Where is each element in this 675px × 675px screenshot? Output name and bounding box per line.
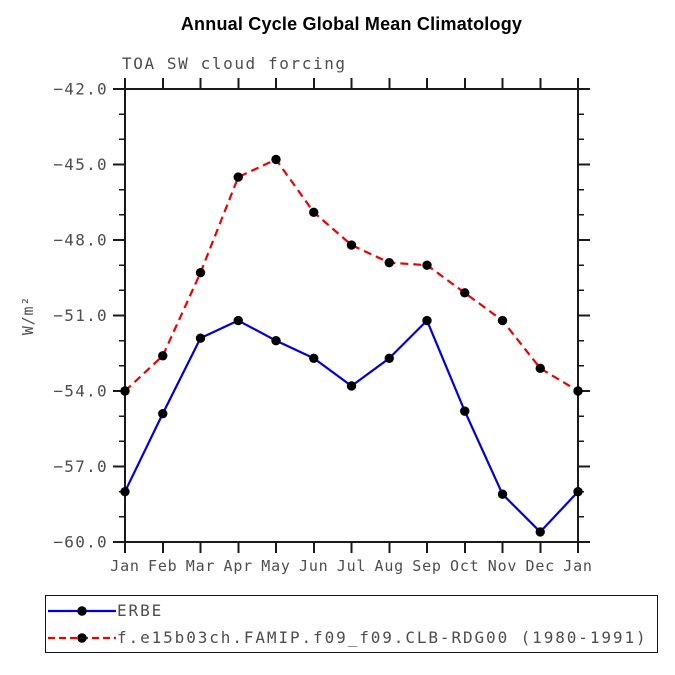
data-point-marker: [384, 257, 394, 268]
data-point-marker: [422, 260, 432, 270]
x-tick-label: Jun: [299, 557, 329, 575]
legend-label: ERBE: [117, 600, 164, 620]
x-tick-label: Jul: [337, 557, 367, 575]
data-point-marker: [573, 486, 583, 497]
data-point-marker: [535, 527, 545, 537]
series-line-erbe: [124, 319, 579, 534]
data-point-marker: [195, 268, 206, 278]
y-tick-label: −57.0: [53, 457, 108, 476]
data-point-marker: [460, 406, 470, 416]
legend-label: f.e15b03ch.FAMIP.f09_f09.CLB-RDG00 (1980…: [117, 627, 648, 647]
x-tick-label: Nov: [488, 557, 518, 575]
y-tick-label: −48.0: [53, 231, 108, 250]
chart-title: Annual Cycle Global Mean Climatology: [180, 14, 523, 34]
x-tick-label: Dec: [526, 557, 556, 575]
x-tick-label: Sep: [412, 557, 442, 575]
data-point-marker: [158, 351, 168, 361]
legend-line-sample: [48, 605, 116, 616]
y-tick-label: −54.0: [53, 382, 108, 401]
data-point-marker: [346, 381, 357, 391]
x-tick-label: Jan: [110, 557, 140, 575]
legend-item-erbe: ERBE: [48, 598, 657, 624]
data-point-marker: [309, 207, 319, 218]
data-point-marker: [346, 240, 357, 250]
y-tick-label: −51.0: [53, 306, 108, 325]
data-point-marker: [233, 172, 243, 182]
y-tick-label: −45.0: [53, 155, 108, 174]
data-point-marker: [535, 363, 545, 374]
legend-marker-icon: [77, 605, 87, 616]
plot-frame: [124, 88, 579, 543]
data-point-marker: [271, 335, 281, 346]
legend-item-model: f.e15b03ch.FAMIP.f09_f09.CLB-RDG00 (1980…: [48, 625, 657, 651]
data-point-marker: [573, 386, 583, 396]
x-tick-label: Jan: [563, 557, 593, 575]
series-line-model: [124, 158, 579, 392]
legend-marker-icon: [77, 632, 87, 643]
chart-subtitle: TOA SW cloud forcing: [122, 54, 347, 73]
data-point-marker: [158, 408, 168, 419]
y-tick-label: −42.0: [53, 80, 108, 99]
legend-box: ERBE f.e15b03ch.FAMIP.f09_f09.CLB-RDG00 (…: [45, 595, 658, 653]
data-point-marker: [271, 154, 281, 165]
x-tick-label: Mar: [186, 557, 216, 575]
data-point-marker: [195, 333, 206, 343]
data-point-marker: [384, 353, 394, 363]
data-point-marker: [497, 489, 508, 499]
x-tick-label: Apr: [224, 557, 254, 575]
data-point-marker: [497, 315, 508, 326]
x-tick-label: Aug: [375, 557, 405, 575]
x-tick-label: Feb: [148, 557, 178, 575]
x-tick-label: Oct: [450, 557, 480, 575]
data-point-marker: [120, 386, 130, 396]
data-point-marker: [233, 315, 243, 326]
data-point-marker: [309, 353, 319, 363]
data-point-marker: [460, 288, 470, 298]
x-tick-label: May: [261, 557, 291, 575]
y-axis-title: W/m²: [19, 296, 37, 335]
y-tick-label: −60.0: [53, 533, 108, 552]
legend-line-sample: [48, 632, 116, 643]
data-point-marker: [422, 315, 432, 326]
data-point-marker: [120, 486, 130, 497]
